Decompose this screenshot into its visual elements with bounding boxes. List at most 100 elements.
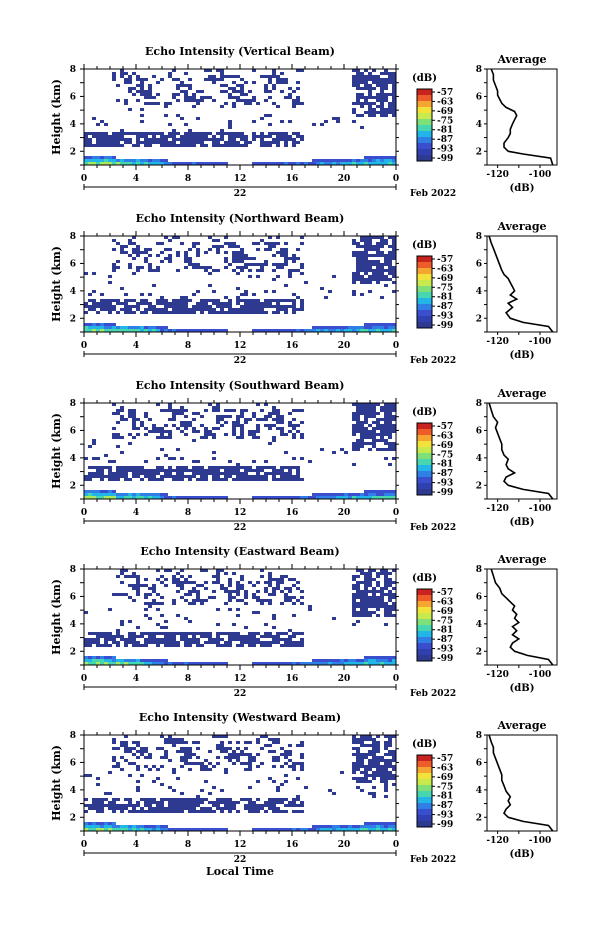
heatmap-cell [336, 659, 340, 662]
heatmap-cell [148, 308, 152, 311]
heatmap-cell [128, 81, 132, 84]
heatmap-cell [88, 293, 92, 296]
heatmap-cell [104, 299, 108, 302]
heatmap-cell [180, 144, 184, 147]
heatmap-cell [368, 102, 372, 105]
heatmap-cell [372, 69, 376, 72]
heatmap-cell [224, 478, 228, 481]
heatmap-cell [100, 299, 104, 302]
heatmap-cell [388, 828, 392, 831]
heatmap-cell [228, 311, 232, 314]
heatmap-cell [256, 436, 260, 439]
x-tick-label: 0 [81, 674, 87, 684]
heatmap-cell [220, 744, 224, 747]
heatmap-cell [148, 269, 152, 272]
heatmap-cell [232, 421, 236, 424]
heatmap-cell [356, 275, 360, 278]
heatmap-cell [132, 807, 136, 810]
heatmap-cell [248, 299, 252, 302]
heatmap-cell [224, 807, 228, 810]
heatmap-cell [124, 138, 128, 141]
heatmap-cell [276, 662, 280, 665]
heatmap-cell [392, 105, 396, 108]
heatmap-cell [148, 472, 152, 475]
heatmap-cell [232, 635, 236, 638]
heatmap-cell [368, 239, 372, 242]
colorbar-segment [417, 803, 432, 810]
heatmap-cell [164, 475, 168, 478]
heatmap-cell [352, 427, 356, 430]
heatmap-cell [260, 269, 264, 272]
heatmap-cell [360, 445, 364, 448]
heatmap-cell [196, 254, 200, 257]
heatmap-cell [316, 662, 320, 665]
heatmap-cell [348, 162, 352, 165]
colorbar-label: -57 [437, 588, 453, 598]
heatmap-cell [364, 245, 368, 248]
heatmap-cell [132, 87, 136, 90]
heatmap-cell [336, 162, 340, 165]
heatmap-cell [252, 596, 256, 599]
heatmap-cell [384, 406, 388, 409]
heatmap-cell [352, 254, 356, 257]
heatmap-cell [216, 245, 220, 248]
heatmap-cell [284, 135, 288, 138]
heatmap-cell [160, 493, 164, 496]
heatmap-cell [364, 406, 368, 409]
heatmap-cell [120, 569, 124, 572]
heatmap-cell [212, 596, 216, 599]
heatmap-cell [364, 260, 368, 263]
heatmap-cell [356, 593, 360, 596]
x-tick-label: 4 [133, 840, 139, 850]
heatmap-cell [84, 493, 88, 496]
heatmap-cell [276, 302, 280, 305]
heatmap-cells [84, 69, 396, 165]
heatmap-cell [228, 641, 232, 644]
heatmap-cell [100, 822, 104, 825]
heatmap-cell [100, 144, 104, 147]
colorbar-frame [416, 588, 433, 662]
heatmap-cell [136, 593, 140, 596]
heatmap-cell [352, 771, 356, 774]
heatmap-cell [292, 578, 296, 581]
heatmap-cell [304, 828, 308, 831]
heatmap-cell [380, 569, 384, 572]
heatmap-cell [204, 569, 208, 572]
heatmap-cell [116, 436, 120, 439]
heatmap-cell [204, 807, 208, 810]
heatmap-cell [84, 141, 88, 144]
colorbar-unit: (dB) [412, 407, 437, 418]
heatmap-cell [140, 747, 144, 750]
heatmap-cell [144, 810, 148, 813]
heatmap-cell [276, 135, 280, 138]
heatmap-cell [296, 69, 300, 72]
heatmap-cell [368, 792, 372, 795]
heatmap-cell [240, 305, 244, 308]
heatmap-cell [384, 412, 388, 415]
heatmap-cell [116, 641, 120, 644]
heatmap-cell [128, 801, 132, 804]
heatmap-cell [172, 69, 176, 72]
heatmap-cell [108, 656, 112, 659]
heatmap-cell [144, 257, 148, 260]
heatmap-cell [388, 735, 392, 738]
heatmap-cell [216, 581, 220, 584]
heatmap-cell [364, 442, 368, 445]
heatmap-cell [240, 138, 244, 141]
heatmap-cell [212, 469, 216, 472]
heatmap-cell [292, 602, 296, 605]
heatmap-cell [128, 575, 132, 578]
heatmap-cell [300, 741, 304, 744]
heatmap-cell [344, 662, 348, 665]
heatmap-cell [352, 84, 356, 87]
heatmap-cell [120, 138, 124, 141]
colorbar-label: -81 [437, 792, 453, 802]
heatmap-cell [296, 99, 300, 102]
heatmap-cell [340, 448, 344, 451]
heatmap-cell [200, 810, 204, 813]
heatmap-cell [176, 162, 180, 165]
heatmap-cell [204, 78, 208, 81]
heatmap-cell [300, 266, 304, 269]
heatmap-cell [292, 260, 296, 263]
heatmap-cell [332, 792, 336, 795]
